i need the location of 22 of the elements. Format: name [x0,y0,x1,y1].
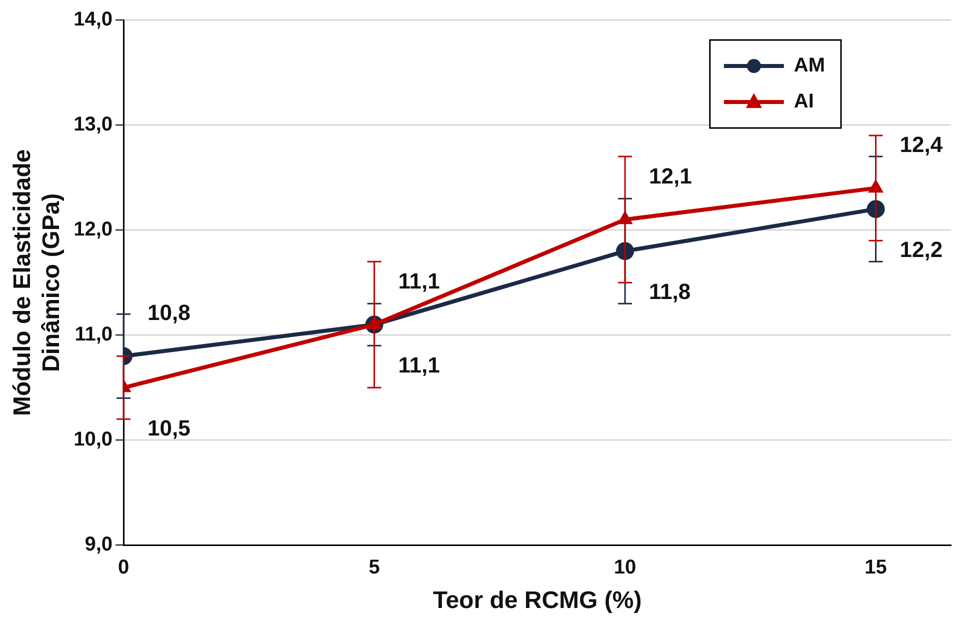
y-axis-title: Módulo de Elasticidade Dinâmico (GPa) [9,149,65,416]
data-label: 12,4 [900,132,944,158]
x-axis-title: Teor de RCMG (%) [432,587,642,614]
data-label: 11,1 [398,268,440,294]
y-tick-label: 14,0 [74,8,113,31]
data-label: 11,8 [649,279,691,304]
data-label: 10,5 [148,416,190,441]
data-label: 12,1 [649,164,692,189]
legend-label: AM [794,54,826,77]
data-label: 11,1 [398,352,440,378]
x-tick-label: 5 [368,556,380,579]
x-tick-label: 10 [614,556,636,579]
y-tick-label: 13,0 [74,114,113,136]
x-tick-label: 0 [118,556,130,579]
data-label: 12,2 [900,237,943,262]
y-tick-label: 10,0 [74,428,113,451]
data-label: 10,8 [148,300,190,326]
y-tick-label: 12,0 [74,218,113,241]
y-tick-label: 9,0 [84,534,113,556]
y-tick-label: 11,0 [74,324,113,346]
legend-label: AI [794,90,814,113]
x-tick-label: 15 [864,556,887,579]
